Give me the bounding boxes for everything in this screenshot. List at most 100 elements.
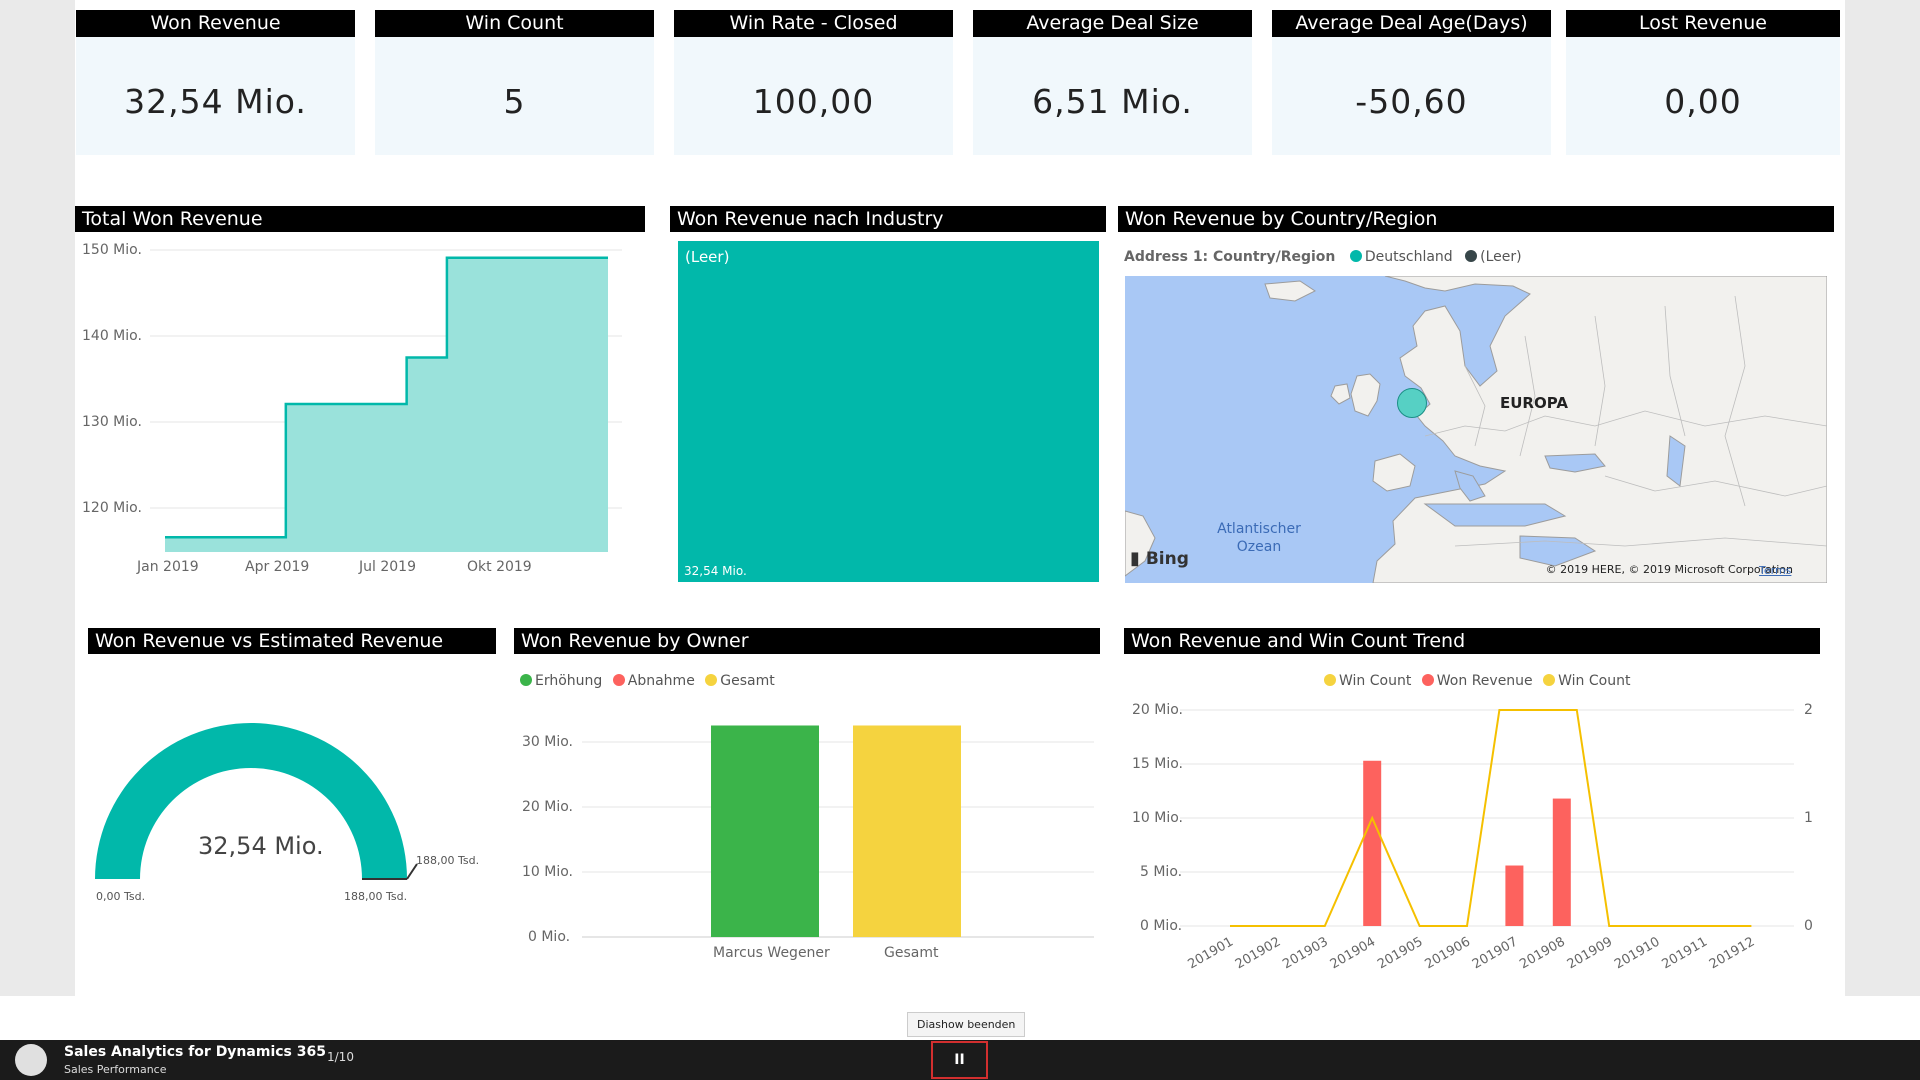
owner-bar-0[interactable]: [711, 725, 819, 937]
map-copyright: © 2019 HERE, © 2019 Microsoft Corporatio…: [1545, 563, 1793, 576]
legend-item-win-count[interactable]: Win Count: [1324, 673, 1411, 689]
x-tick-label: Okt 2019: [467, 559, 532, 575]
gauge-min-label: 0,00 Tsd.: [96, 890, 146, 903]
total-won-revenue-title: Total Won Revenue: [75, 206, 645, 232]
revenue-bar-201907[interactable]: [1505, 865, 1524, 926]
legend-label: Won Revenue: [1436, 673, 1533, 689]
kpi-card-won-revenue[interactable]: 32,54 Mio.: [76, 37, 355, 155]
y-tick-label: 0 Mio.: [1140, 918, 1183, 934]
legend-dot: [705, 674, 718, 686]
map-label-europe: EUROPA: [1500, 394, 1568, 412]
x-tick-label: 201907: [1470, 934, 1520, 970]
y-tick-label: 0 Mio.: [528, 929, 571, 945]
bing-label: Bing: [1145, 549, 1189, 569]
legend-item-deutschland[interactable]: Deutschland: [1349, 249, 1453, 265]
treemap-tile-label: (Leer): [685, 248, 730, 266]
x-tick-label: 201905: [1375, 934, 1425, 970]
owner-title: Won Revenue by Owner: [514, 628, 1100, 654]
kpi-value: 5: [503, 82, 526, 121]
kpi-card-average-deal-size[interactable]: 6,51 Mio.: [973, 37, 1252, 155]
owner-chart[interactable]: [582, 720, 1094, 950]
x-tick-label: Apr 2019: [245, 559, 310, 575]
kpi-card-win-count[interactable]: 5: [375, 37, 654, 155]
kpi-card-lost-revenue[interactable]: 0,00: [1566, 37, 1840, 155]
legend-label: (Leer): [1480, 249, 1522, 265]
map-bubble-deutschland[interactable]: [1397, 388, 1427, 418]
y2-tick-label: 2: [1804, 702, 1813, 718]
x-tick-label: 201909: [1565, 934, 1615, 970]
kpi-card-average-deal-age[interactable]: -50,60: [1272, 37, 1551, 155]
gauge-chart[interactable]: [90, 720, 430, 890]
legend-dot: [612, 674, 625, 686]
pause-icon: II: [954, 1052, 965, 1068]
legend-item-abnahme[interactable]: Abnahme: [612, 673, 695, 689]
legend-label: Gesamt: [720, 673, 775, 689]
gauge-target-label: 188,00 Tsd.: [416, 854, 480, 867]
kpi-title-average-deal-size: Average Deal Size: [973, 10, 1252, 37]
treemap-tile-value: 32,54 Mio.: [684, 564, 747, 578]
revenue-bar-201904[interactable]: [1363, 760, 1382, 926]
legend-dot: [1465, 250, 1478, 262]
x-tick-label: 201906: [1423, 934, 1473, 970]
x-tick-label: 201903: [1280, 934, 1330, 970]
y-tick-label: 140 Mio.: [82, 328, 142, 344]
legend-item-won-revenue[interactable]: Won Revenue: [1421, 673, 1533, 689]
app-logo-icon: [15, 1044, 47, 1076]
kpi-title-average-deal-age: Average Deal Age(Days): [1272, 10, 1551, 37]
map-label-ocean: Atlantischer Ozean: [1209, 520, 1309, 556]
y-tick-label: 10 Mio.: [522, 864, 574, 880]
x-tick-label: Jan 2019: [137, 559, 199, 575]
map-land-shapes: [1125, 276, 1827, 583]
map-terms-link[interactable]: Terms: [1759, 564, 1792, 577]
legend-item-gesamt[interactable]: Gesamt: [705, 673, 775, 689]
y-tick-label: 15 Mio.: [1132, 756, 1184, 772]
owner-legend: Erhöhung Abnahme Gesamt: [520, 673, 775, 689]
legend-dot: [1543, 674, 1556, 686]
industry-title: Won Revenue nach Industry: [670, 206, 1106, 232]
legend-dot: [1324, 674, 1336, 686]
legend-dot: [520, 674, 532, 686]
map[interactable]: EUROPA Atlantischer Ozean ▮ Bing © 2019 …: [1125, 276, 1827, 583]
legend-label: Erhöhung: [535, 673, 603, 689]
trend-title: Won Revenue and Win Count Trend: [1124, 628, 1820, 654]
y-tick-label: 30 Mio.: [522, 734, 574, 750]
gauge-target-tick: [406, 863, 418, 880]
owner-bar-1[interactable]: [853, 725, 961, 937]
legend-item-win-count-line[interactable]: Win Count: [1543, 673, 1630, 689]
kpi-card-win-rate[interactable]: 100,00: [674, 37, 953, 155]
x-tick-label: Jul 2019: [359, 559, 416, 575]
kpi-value: -50,60: [1355, 82, 1468, 121]
legend-item-erhoehung[interactable]: Erhöhung: [520, 673, 602, 689]
y-tick-label: 120 Mio.: [82, 500, 142, 516]
x-tick-label: 201911: [1660, 934, 1710, 970]
map-label-ocean-line: Ozean: [1236, 539, 1282, 555]
trend-chart[interactable]: 2019012019022019032019042019052019062019…: [1180, 700, 1800, 970]
x-tick-label: Marcus Wegener: [713, 945, 830, 961]
gauge-arc: [95, 723, 407, 879]
kpi-value: 32,54 Mio.: [124, 82, 307, 121]
x-tick-label: 201902: [1233, 934, 1283, 970]
page-indicator: 1/10: [327, 1050, 354, 1064]
kpi-value: 0,00: [1664, 82, 1742, 121]
legend-item-leer[interactable]: (Leer): [1465, 249, 1522, 265]
revenue-bar-201908[interactable]: [1552, 798, 1571, 926]
kpi-title-win-rate: Win Rate - Closed: [674, 10, 953, 37]
app-subtitle: Sales Performance: [64, 1063, 167, 1076]
y2-tick-label: 1: [1804, 810, 1813, 826]
x-tick-label: 201910: [1612, 934, 1662, 970]
x-tick-label: 201912: [1707, 934, 1757, 970]
won-revenue-line: [165, 256, 608, 539]
y-tick-label: 5 Mio.: [1140, 864, 1183, 880]
country-title: Won Revenue by Country/Region: [1118, 206, 1834, 232]
y-tick-label: 10 Mio.: [1132, 810, 1184, 826]
app-title: Sales Analytics for Dynamics 365: [64, 1044, 326, 1060]
map-legend-title: Address 1: Country/Region: [1124, 249, 1336, 265]
x-tick-label: Gesamt: [884, 945, 939, 961]
kpi-value: 6,51 Mio.: [1032, 82, 1193, 121]
kpi-title-won-revenue: Won Revenue: [76, 10, 355, 37]
total-won-revenue-chart[interactable]: [150, 240, 630, 560]
treemap-tile-leer[interactable]: (Leer) 32,54 Mio.: [678, 241, 1099, 582]
slideshow-bar: Sales Analytics for Dynamics 365 Sales P…: [0, 1040, 1920, 1080]
pause-slideshow-button[interactable]: II: [931, 1041, 988, 1079]
win-count-line: [1230, 709, 1752, 927]
